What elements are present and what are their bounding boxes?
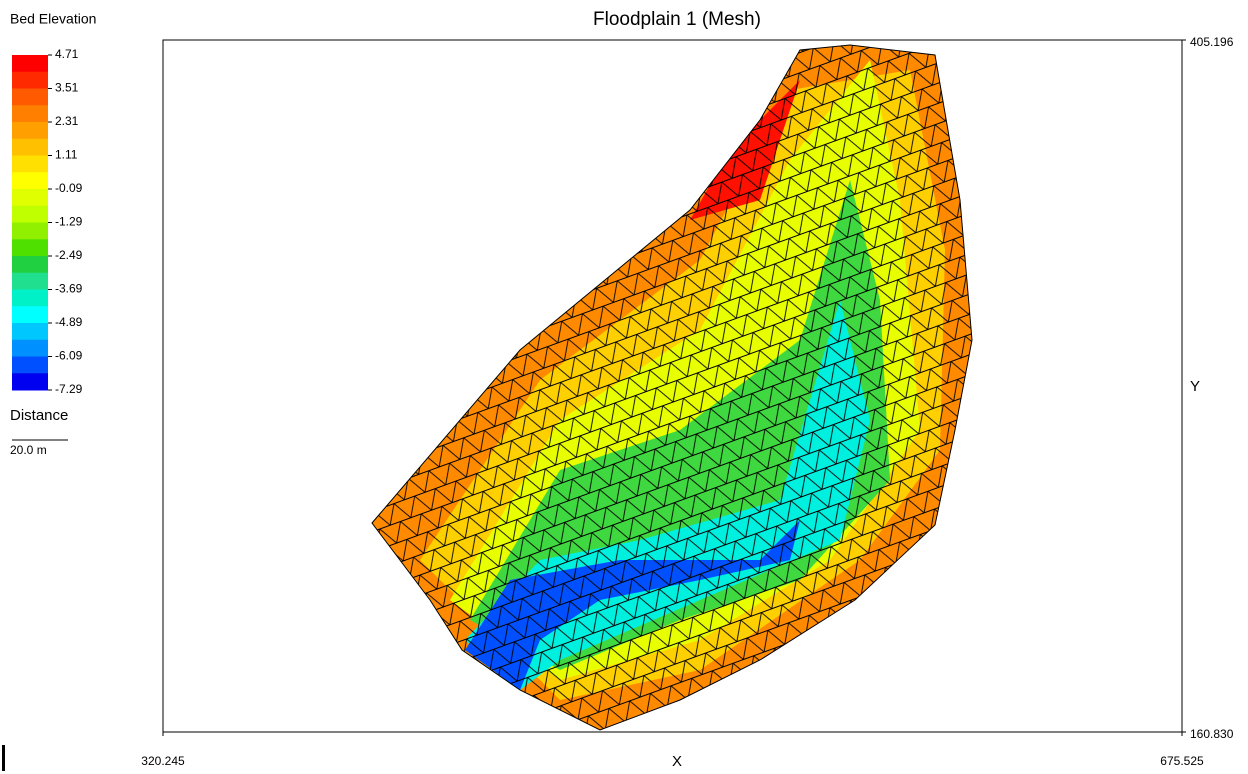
scale-label: 20.0 m [10,443,47,457]
colorbar-band [12,105,48,122]
colorbar-tick-label: -3.69 [55,282,83,296]
colorbar-band [12,89,48,106]
colorbar-tick-label: -0.09 [55,181,83,195]
colorbar-band [12,239,48,256]
colorbar-band [12,256,48,273]
y-tick-label: 405.196 [1190,35,1234,49]
y-tick-label: 160.830 [1190,727,1234,741]
colorbar-tick-label: -7.29 [55,382,83,396]
colorbar-tick-label: -2.49 [55,248,83,262]
chart: Floodplain 1 (Mesh) X Y Bed Elevation Di… [0,0,1248,774]
scale-title: Distance [10,407,68,424]
legend-title: Bed Elevation [10,11,96,27]
y-axis-label: Y [1190,378,1200,395]
colorbar-band [12,72,48,89]
colorbar-band [12,323,48,340]
colorbar-band [12,273,48,290]
colorbar-band [12,172,48,189]
colorbar-tick-label: 3.51 [55,81,79,95]
cursor [2,745,5,771]
colorbar-band [12,340,48,357]
mesh-surface [350,40,990,740]
colorbar-band [12,306,48,323]
colorbar-tick-label: 2.31 [55,114,79,128]
x-tick-label: 320.245 [141,754,185,768]
colorbar-tick-label: -1.29 [55,215,83,229]
colorbar-band [12,189,48,206]
chart-title: Floodplain 1 (Mesh) [593,9,761,30]
colorbar-band [12,223,48,240]
colorbar-tick-label: -4.89 [55,315,83,329]
x-tick-label: 675.525 [1160,754,1204,768]
colorbar-tick-label: 1.11 [55,148,78,162]
x-axis-label: X [672,753,682,770]
colorbar-band [12,55,48,72]
colorbar-band [12,357,48,374]
colorbar-band [12,139,48,156]
colorbar-band [12,206,48,223]
colorbar-tick-label: 4.71 [55,47,79,61]
colorbar-band [12,122,48,139]
colorbar-band [12,290,48,307]
colorbar-band [12,156,48,173]
colorbar-band [12,373,48,390]
colorbar-tick-label: -6.09 [55,349,83,363]
